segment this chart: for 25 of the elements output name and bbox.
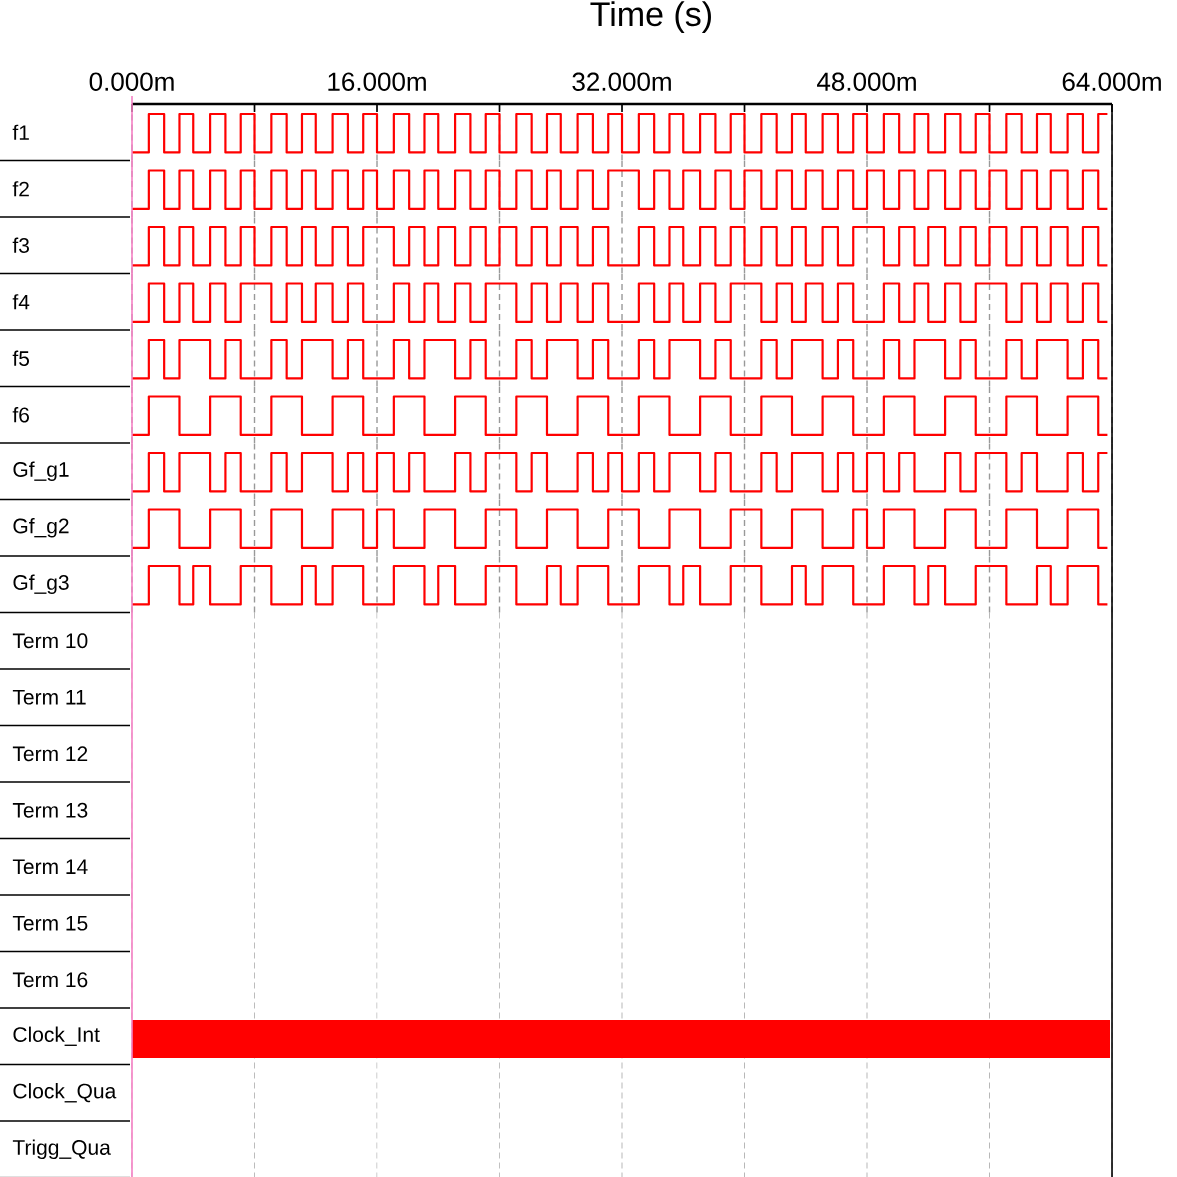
text: Term 10 [12,633,88,649]
x-tick-label: 48.000m [817,72,916,91]
text: Term 12 [12,746,88,762]
text: Trigg_Qua [12,1139,111,1160]
y-axis-title: Gf_g3 [13,574,69,595]
text: Clock_Int [13,1026,100,1046]
y-axis-title: f1 [12,124,29,140]
x-tick-label: 16.000m [328,72,426,91]
text: Term 14 [12,859,88,875]
y-axis-title: f4 [12,294,30,310]
x-tick-label: 64.000m [1062,72,1161,91]
text: Term 13 [12,802,88,818]
text: Term 16 [12,972,88,988]
y-axis-title: Gf_g2 [13,517,69,538]
y-axis-title: Gf_g1 [13,461,69,482]
text: Term 11 [12,689,86,705]
chart-title: Time (s) [590,1,711,33]
y-axis-title: f2 [12,181,29,197]
text: Term 15 [12,915,88,931]
y-axis-title: f3 [12,237,29,253]
y-axis-title: f6 [12,407,29,423]
text: Clock_Qua [13,1083,117,1103]
x-tick-label: 0.000m [89,72,174,91]
y-axis-title: f5 [12,350,30,366]
x-tick-label: 32.000m [572,72,671,91]
